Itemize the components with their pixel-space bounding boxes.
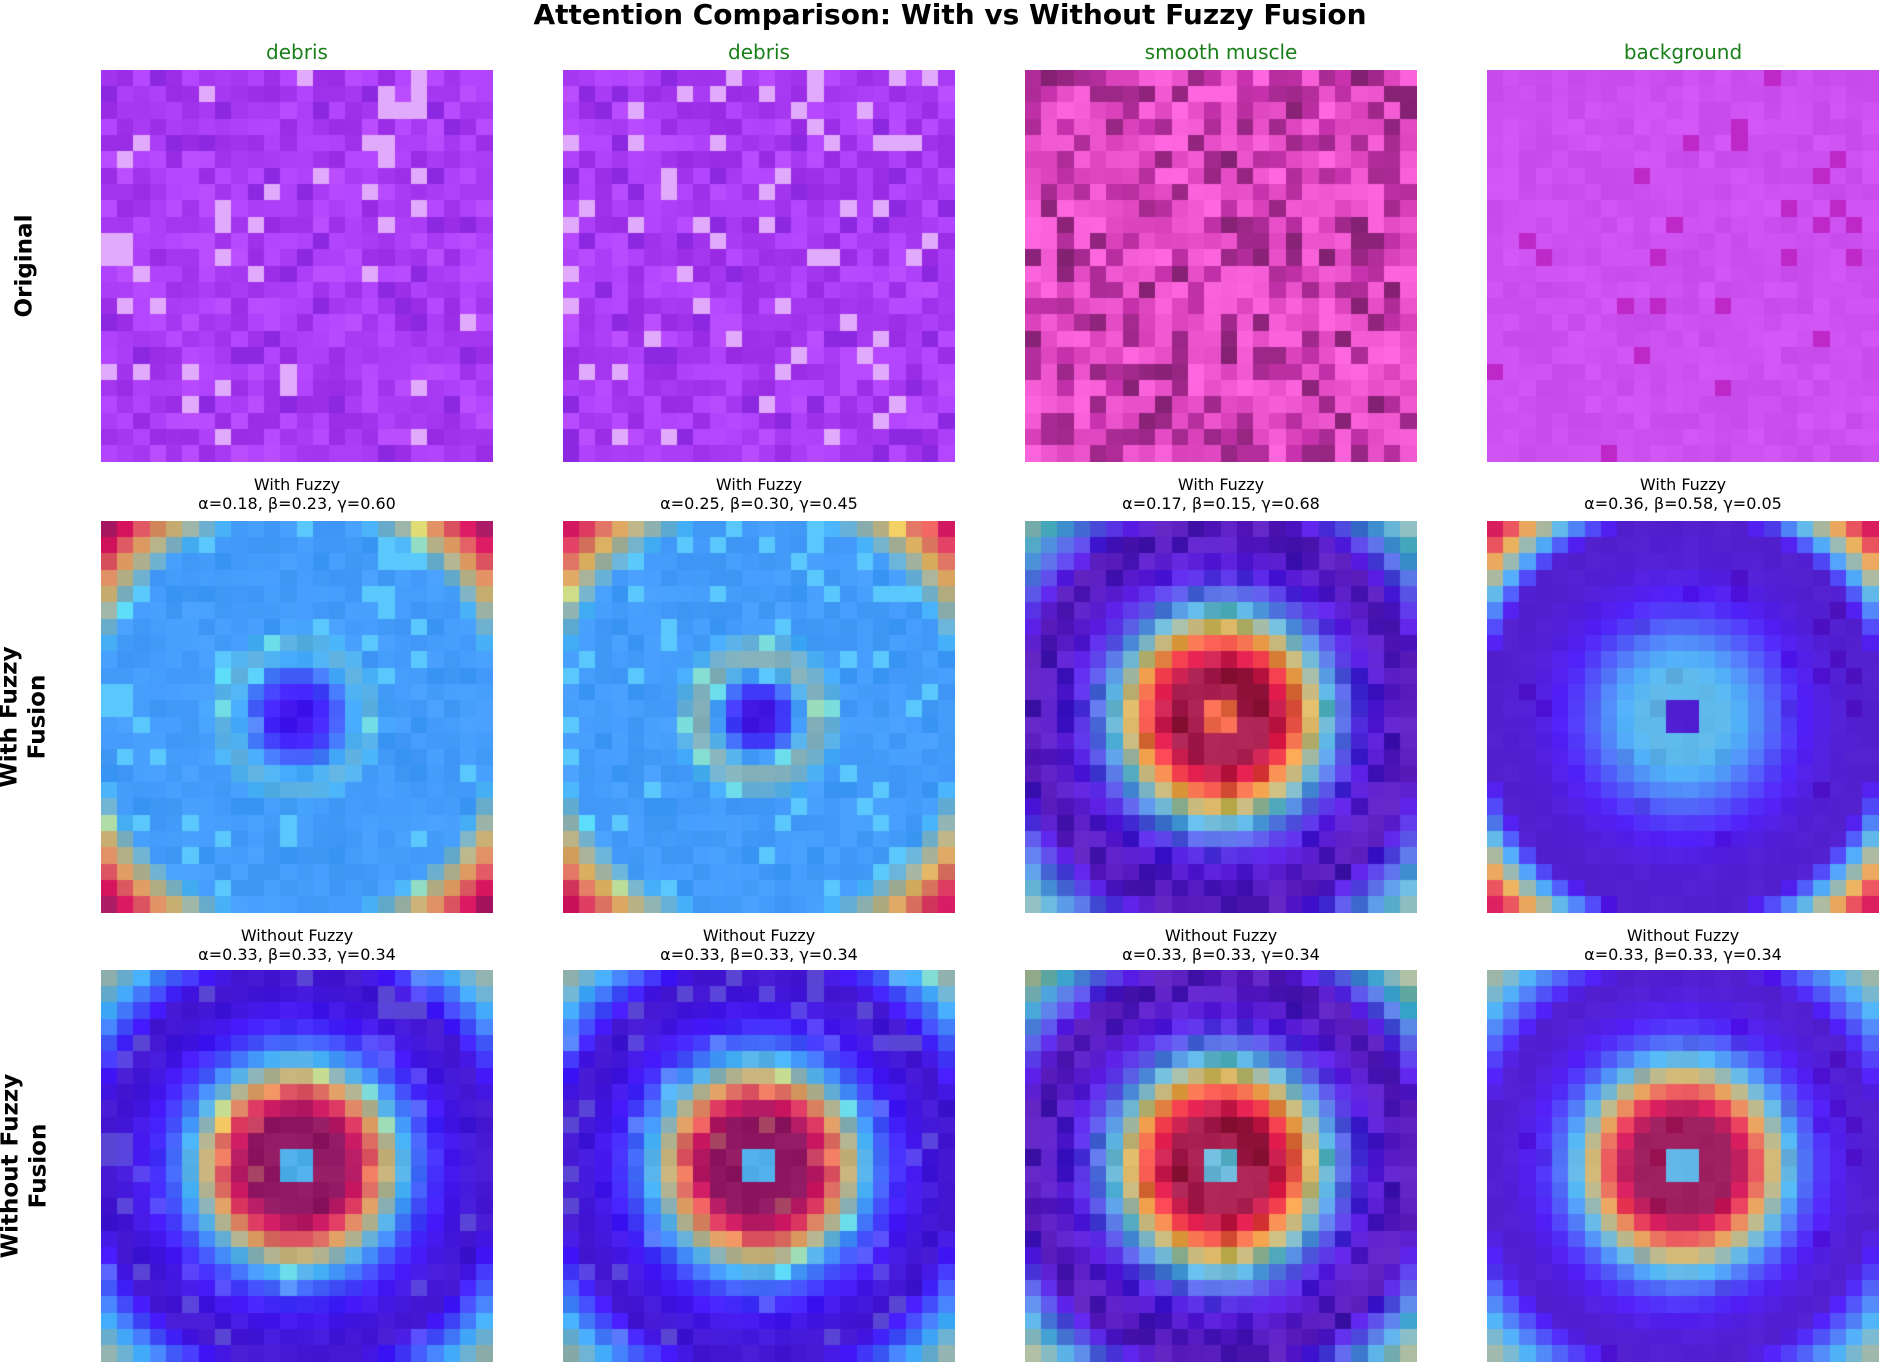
- row-label-original: Original: [0, 70, 48, 462]
- with-fuzzy-heading-2: With Fuzzy: [715, 475, 803, 494]
- original-image-debris-1: [101, 70, 493, 462]
- without-fuzzy-heading-1: Without Fuzzy: [240, 926, 354, 945]
- without-fuzzy-heatmap-smooth-muscle: [1025, 970, 1417, 1362]
- column-label-background: background: [1623, 40, 1743, 64]
- without-fuzzy-title-1: Without Fuzzy α=0.33, β=0.33, γ=0.34: [101, 926, 493, 964]
- with-fuzzy-heading-4: With Fuzzy: [1639, 475, 1727, 494]
- without-fuzzy-params-2: α=0.33, β=0.33, γ=0.34: [660, 945, 858, 964]
- without-fuzzy-params-3: α=0.33, β=0.33, γ=0.34: [1122, 945, 1320, 964]
- original-image-background: [1487, 70, 1879, 462]
- with-fuzzy-params-1: α=0.18, β=0.23, γ=0.60: [198, 494, 396, 513]
- column-label-debris-1: debris: [266, 40, 328, 64]
- with-fuzzy-heatmap-background: [1487, 521, 1879, 913]
- row-label-with-fuzzy-line-1: With Fuzzy: [0, 646, 23, 788]
- with-fuzzy-title-1: With Fuzzy α=0.18, β=0.23, γ=0.60: [101, 475, 493, 513]
- row-label-without-fuzzy-line-2: Fusion: [25, 1123, 52, 1209]
- row-label-without-fuzzy: Without Fuzzy Fusion: [0, 970, 52, 1362]
- without-fuzzy-title-4: Without Fuzzy α=0.33, β=0.33, γ=0.34: [1487, 926, 1879, 964]
- without-fuzzy-title-2: Without Fuzzy α=0.33, β=0.33, γ=0.34: [563, 926, 955, 964]
- without-fuzzy-heatmap-debris-2: [563, 970, 955, 1362]
- column-label-smooth-muscle: smooth muscle: [1144, 40, 1298, 64]
- without-fuzzy-params-1: α=0.33, β=0.33, γ=0.34: [198, 945, 396, 964]
- with-fuzzy-params-4: α=0.36, β=0.58, γ=0.05: [1584, 494, 1782, 513]
- with-fuzzy-heatmap-smooth-muscle: [1025, 521, 1417, 913]
- without-fuzzy-heading-3: Without Fuzzy: [1164, 926, 1278, 945]
- row-label-without-fuzzy-line-1: Without Fuzzy: [0, 1073, 24, 1259]
- with-fuzzy-title-2: With Fuzzy α=0.25, β=0.30, γ=0.45: [563, 475, 955, 513]
- without-fuzzy-heatmap-debris-1: [101, 970, 493, 1362]
- without-fuzzy-heading-2: Without Fuzzy: [702, 926, 816, 945]
- with-fuzzy-heading-1: With Fuzzy: [253, 475, 341, 494]
- without-fuzzy-params-4: α=0.33, β=0.33, γ=0.34: [1584, 945, 1782, 964]
- row-label-original-line-1: Original: [11, 214, 37, 318]
- with-fuzzy-title-3: With Fuzzy α=0.17, β=0.15, γ=0.68: [1025, 475, 1417, 513]
- row-label-with-fuzzy: With Fuzzy Fusion: [0, 521, 51, 913]
- with-fuzzy-params-3: α=0.17, β=0.15, γ=0.68: [1122, 494, 1320, 513]
- figure-title: Attention Comparison: With vs Without Fu…: [533, 0, 1367, 31]
- without-fuzzy-heading-4: Without Fuzzy: [1626, 926, 1740, 945]
- original-image-debris-2: [563, 70, 955, 462]
- with-fuzzy-heatmap-debris-2: [563, 521, 955, 913]
- without-fuzzy-title-3: Without Fuzzy α=0.33, β=0.33, γ=0.34: [1025, 926, 1417, 964]
- with-fuzzy-title-4: With Fuzzy α=0.36, β=0.58, γ=0.05: [1487, 475, 1879, 513]
- row-label-with-fuzzy-line-2: Fusion: [25, 674, 51, 760]
- with-fuzzy-params-2: α=0.25, β=0.30, γ=0.45: [660, 494, 858, 513]
- original-image-smooth-muscle: [1025, 70, 1417, 462]
- without-fuzzy-heatmap-background: [1487, 970, 1879, 1362]
- column-label-debris-2: debris: [728, 40, 790, 64]
- with-fuzzy-heading-3: With Fuzzy: [1177, 475, 1265, 494]
- with-fuzzy-heatmap-debris-1: [101, 521, 493, 913]
